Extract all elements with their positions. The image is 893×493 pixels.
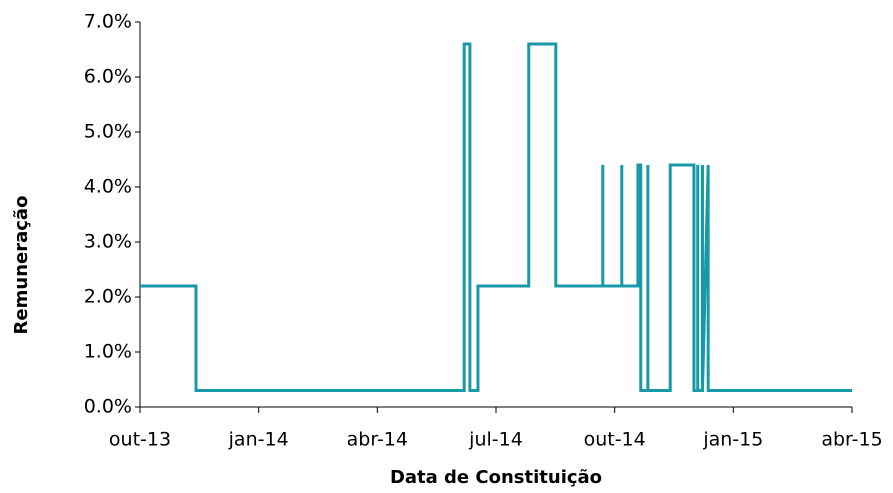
y-axis-title: Remuneração — [11, 196, 32, 335]
x-tick-label: abr-15 — [821, 429, 882, 451]
x-tick-label: abr-14 — [347, 429, 408, 451]
x-tick-label: jul-14 — [468, 429, 523, 451]
y-tick-label: 0.0% — [84, 396, 132, 418]
y-tick-label: 6.0% — [84, 66, 132, 88]
y-tick-label: 1.0% — [84, 341, 132, 363]
x-axis-title: Data de Constituição — [390, 467, 602, 488]
x-tick-label: jan-14 — [228, 429, 289, 451]
series-line — [140, 42, 852, 392]
y-tick-label: 4.0% — [84, 176, 132, 198]
y-tick-label: 2.0% — [84, 286, 132, 308]
x-tick-label: out-14 — [584, 429, 646, 451]
y-tick-label: 5.0% — [84, 121, 132, 143]
x-tick-label: jan-15 — [702, 429, 763, 451]
y-tick-label: 3.0% — [84, 231, 132, 253]
x-tick-label: out-13 — [109, 429, 171, 451]
y-tick-label: 7.0% — [84, 11, 132, 33]
